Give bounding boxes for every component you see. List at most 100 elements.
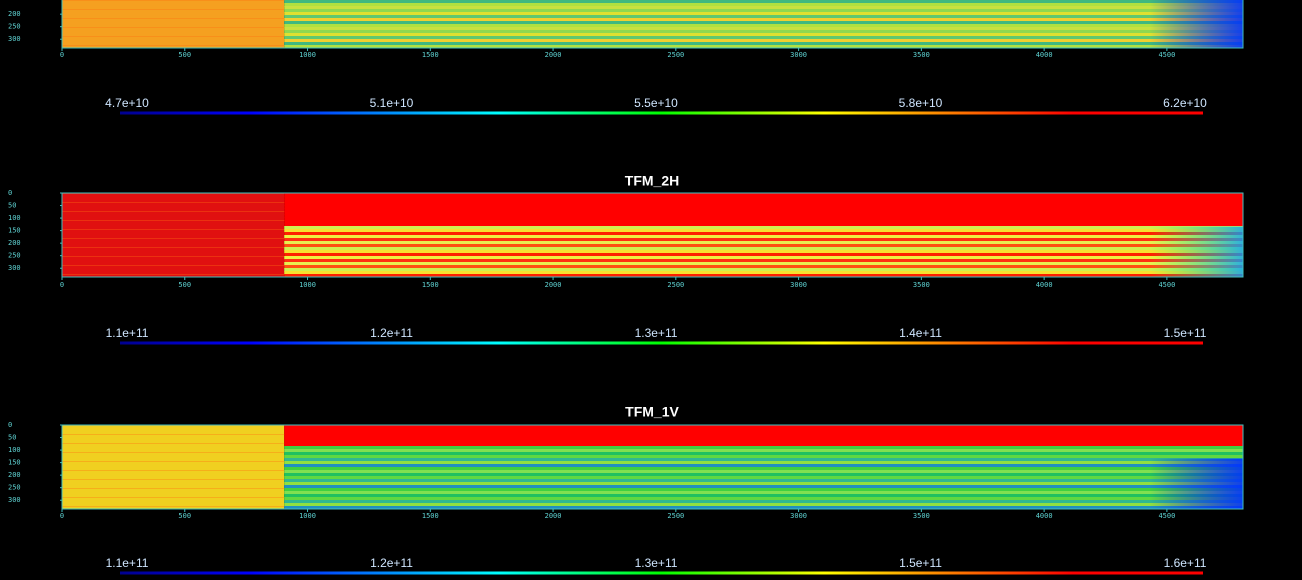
heatmap-fill — [62, 247, 285, 248]
y-tick-label: 200 — [8, 471, 21, 479]
x-tick-label: 4500 — [1158, 51, 1175, 59]
heatmap-fill — [284, 461, 1243, 465]
heatmap-fill — [62, 193, 285, 277]
heatmap-fill — [284, 199, 1243, 203]
colorbar-label: 5.5e+10 — [634, 96, 678, 110]
heatmap-fill — [284, 262, 1243, 266]
x-tick-label: 4000 — [1036, 281, 1053, 289]
heatmap-fill — [284, 18, 1243, 22]
heatmap-fill — [62, 265, 285, 266]
heatmap-fill — [284, 226, 1243, 230]
heatmap-fill — [284, 3, 1243, 7]
panel-title: TFM_2H — [625, 173, 679, 189]
colorbar-label: 1.3e+11 — [635, 326, 678, 340]
heatmap-fill — [284, 494, 1243, 498]
heatmap-fill — [284, 220, 1243, 224]
heatmap-fill — [1150, 0, 1243, 49]
x-tick-label: 2000 — [545, 281, 562, 289]
heatmap-fill — [284, 42, 1243, 46]
heatmap-fill — [284, 211, 1243, 215]
y-tick-label: 250 — [8, 484, 21, 492]
heatmap-fill — [284, 229, 1243, 233]
x-tick-label: 1500 — [422, 512, 439, 520]
heatmap-fill — [284, 256, 1243, 260]
x-tick-label: 3000 — [790, 512, 807, 520]
heatmap-fill — [1150, 458, 1243, 509]
colorbar-label: 1.1e+11 — [106, 556, 149, 570]
heatmap-fill — [62, 36, 285, 37]
heatmap-fill — [284, 33, 1243, 37]
x-tick-label: 4000 — [1036, 51, 1053, 59]
colorbar-label: 1.5e+11 — [1164, 326, 1207, 340]
heatmap-fill — [284, 45, 1243, 49]
heatmap-fill — [1150, 226, 1243, 277]
y-tick-label: 200 — [8, 10, 21, 18]
heatmap-fill — [284, 485, 1243, 489]
heatmap-fill — [284, 440, 1243, 444]
heatmap-panel: 0 500 1000 1500 2000 2500 3000 3500 4000 4500 200 2… — [8, 0, 1244, 115]
heatmap-fill — [62, 18, 285, 19]
heatmap-fill — [284, 443, 1243, 447]
x-tick-label: 3500 — [913, 512, 930, 520]
heatmap-fill — [284, 428, 1243, 432]
y-tick-label: 100 — [8, 214, 21, 222]
heatmap-fill — [62, 220, 285, 221]
heatmap-fill — [62, 9, 285, 10]
heatmap-fill — [284, 497, 1243, 501]
colorbar-label: 1.2e+11 — [370, 556, 413, 570]
heatmap-fill — [284, 265, 1243, 269]
heatmap-fill — [284, 464, 1243, 468]
colorbar-label: 1.2e+11 — [370, 326, 413, 340]
y-tick-label: 150 — [8, 459, 21, 467]
y-tick-label: 300 — [8, 496, 21, 504]
heatmap-fill — [284, 271, 1243, 275]
heatmap-fill — [284, 268, 1243, 272]
x-tick-label: 4000 — [1036, 512, 1053, 520]
y-tick-label: 0 — [8, 421, 12, 429]
x-tick-label: 3000 — [790, 281, 807, 289]
heatmap-fill — [62, 443, 285, 444]
x-tick-label: 1000 — [299, 281, 316, 289]
heatmap-fill — [284, 244, 1243, 248]
heatmap-fill — [62, 238, 285, 239]
x-tick-label: 2500 — [667, 512, 684, 520]
x-tick-label: 0 — [60, 512, 64, 520]
x-tick-label: 0 — [60, 51, 64, 59]
heatmap-fill — [284, 482, 1243, 486]
heatmap-fill — [62, 202, 285, 203]
heatmap-fill — [284, 196, 1243, 200]
heatmap-fill — [284, 205, 1243, 209]
x-tick-label: 2000 — [545, 51, 562, 59]
heatmap-fill — [284, 431, 1243, 435]
heatmap-fill — [284, 27, 1243, 31]
heatmap-fill — [62, 229, 285, 230]
y-tick-label: 250 — [8, 252, 21, 260]
heatmap-fill — [284, 259, 1243, 263]
heatmap-fill — [284, 446, 1243, 450]
colorbar-label: 1.4e+11 — [899, 326, 942, 340]
heatmap-fill — [284, 470, 1243, 474]
heatmap-fill — [284, 455, 1243, 459]
colorbar-label: 4.7e+10 — [105, 96, 149, 110]
x-tick-label: 500 — [178, 51, 191, 59]
heatmap-fill — [284, 12, 1243, 16]
heatmap-fill — [284, 506, 1243, 510]
heatmap-fill — [62, 479, 285, 480]
heatmap-fill — [284, 15, 1243, 19]
heatmap-panel: TFM_2H0 500 1000 1500 2000 2500 3000 3500 4000 45… — [8, 173, 1244, 345]
heatmap-fill — [284, 467, 1243, 471]
heatmap-fill — [62, 461, 285, 462]
heatmap-fill — [284, 425, 1243, 429]
heatmap-fill — [284, 500, 1243, 504]
y-tick-label: 50 — [8, 202, 16, 210]
heatmap-fill — [284, 9, 1243, 13]
x-tick-label: 1500 — [422, 281, 439, 289]
colorbar-label: 5.1e+10 — [370, 96, 414, 110]
heatmap-fill — [284, 235, 1243, 239]
colorbar-label: 1.1e+11 — [106, 326, 149, 340]
y-tick-label: 100 — [8, 446, 21, 454]
heatmap-fill — [284, 30, 1243, 34]
heatmap-fill — [284, 24, 1243, 28]
colorbar-label: 1.5e+11 — [899, 556, 942, 570]
